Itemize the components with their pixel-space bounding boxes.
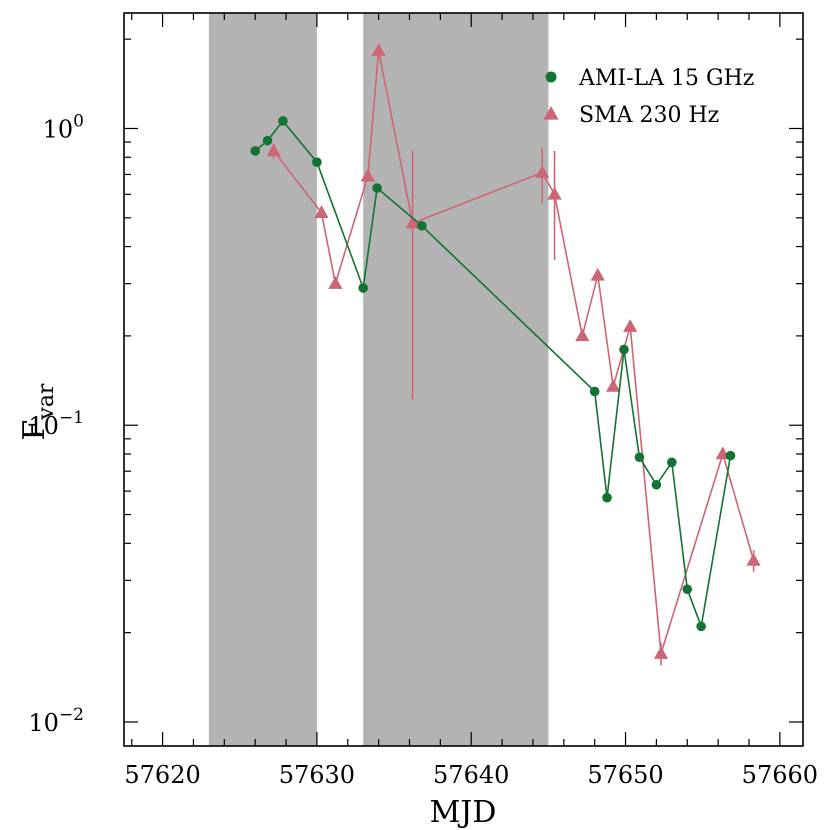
data-point (250, 146, 260, 156)
y-tick-label-base: 10 (43, 115, 74, 143)
shaded-region-1 (208, 13, 317, 746)
x-axis-title: MJD (430, 795, 497, 830)
data-point (725, 450, 736, 461)
data-point (262, 135, 273, 146)
data-point (417, 220, 427, 231)
data-point (371, 43, 386, 56)
data-point (535, 165, 550, 178)
data-point (372, 183, 382, 193)
y-tick-label: 10−1 (28, 408, 84, 440)
data-point (746, 553, 761, 566)
y-tick-label: 10−2 (28, 705, 84, 737)
series-line (254, 119, 732, 630)
series-circle (250, 116, 736, 632)
data-point (634, 452, 645, 463)
y-tick-label: 100 (43, 111, 84, 143)
x-tick-label: 57640 (433, 761, 509, 789)
y-tick-label-exponent: −1 (59, 408, 84, 428)
data-point (360, 168, 375, 182)
data-point (312, 157, 322, 167)
data-point (405, 215, 420, 229)
legend: AMI-LA 15 GHz SMA 230 Hz (543, 66, 754, 128)
y-axis-title-main: F (17, 420, 52, 441)
x-tick-label: 57650 (587, 761, 663, 789)
data-point (358, 283, 368, 293)
series-triangle (266, 43, 761, 666)
y-tick-label-base: 10 (28, 412, 59, 440)
data-point (619, 344, 629, 355)
data-point (623, 319, 638, 332)
legend-marker-triangle (543, 106, 559, 120)
legend-label: SMA 230 Hz (579, 103, 719, 128)
data-point (606, 379, 621, 392)
data-point (266, 143, 281, 157)
legend-label: AMI-LA 15 GHz (578, 66, 754, 91)
shaded-regions (208, 13, 549, 746)
axis-ticks (124, 13, 803, 746)
y-tick-label-base: 10 (28, 709, 59, 737)
data-point (602, 492, 612, 503)
x-tick-label: 57620 (124, 761, 200, 789)
data-point (278, 116, 288, 126)
y-tick-label-exponent: −2 (59, 705, 84, 725)
x-tick-label: 57630 (279, 761, 355, 789)
x-tick-label: 57660 (742, 761, 818, 789)
legend-marker-circle (545, 71, 557, 83)
data-point (651, 479, 662, 490)
data-point (590, 267, 605, 281)
data-point (589, 386, 600, 397)
y-axis-title-subscript: var (34, 383, 59, 421)
data-point (575, 328, 590, 342)
data-point (314, 205, 329, 219)
plot-frame (123, 12, 804, 747)
data-series (250, 43, 761, 666)
data-point (328, 276, 343, 289)
data-point (682, 584, 693, 595)
shaded-region-2 (363, 13, 549, 746)
y-tick-label-exponent: 0 (73, 111, 84, 131)
data-point (653, 646, 669, 659)
data-point (547, 186, 562, 200)
data-point (667, 457, 677, 468)
data-point (696, 621, 706, 632)
y-axis-title: Fvar (17, 383, 59, 440)
